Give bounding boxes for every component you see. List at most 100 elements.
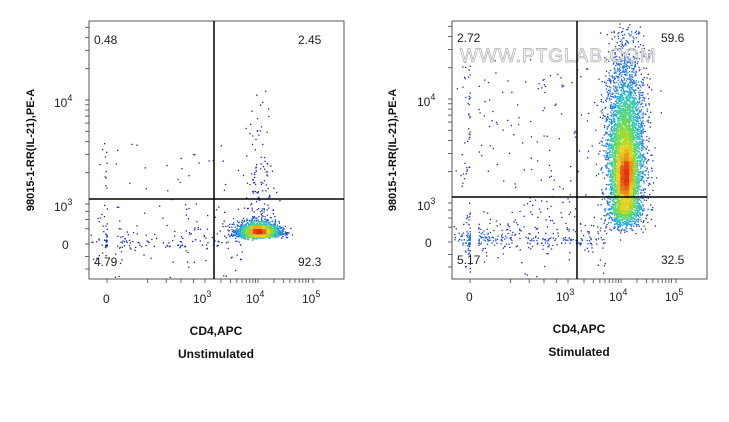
- event-dot: [264, 229, 266, 231]
- event-dot: [254, 224, 256, 226]
- event-dot: [643, 98, 645, 100]
- event-dot: [616, 228, 619, 230]
- event-dot: [543, 107, 546, 109]
- event-dot: [548, 164, 551, 166]
- event-dot: [628, 65, 630, 67]
- event-dot: [643, 160, 646, 162]
- event-dot: [536, 239, 538, 242]
- event-dot: [616, 98, 618, 100]
- event-dot: [634, 116, 637, 118]
- event-dot: [625, 80, 628, 82]
- event-dot: [620, 39, 623, 41]
- y-tick-1000-unstimulated: 103: [54, 197, 72, 214]
- event-dot: [627, 42, 630, 44]
- event-dot: [235, 240, 237, 243]
- event-dot: [253, 234, 255, 236]
- event-dot: [631, 74, 633, 76]
- event-dot: [634, 82, 636, 84]
- event-dot: [647, 221, 649, 224]
- event-dot: [224, 225, 227, 228]
- event-dot: [642, 231, 644, 233]
- event-dot: [468, 103, 470, 106]
- event-dot: [599, 230, 601, 232]
- event-dot: [98, 239, 100, 241]
- event-dot: [613, 103, 615, 105]
- event-dot: [586, 239, 588, 242]
- event-dot: [619, 223, 621, 225]
- event-dot: [619, 226, 622, 228]
- event-dot: [639, 211, 641, 214]
- event-dot: [480, 242, 483, 244]
- event-dot: [546, 253, 548, 255]
- event-dot: [610, 120, 613, 123]
- event-dot: [222, 223, 224, 225]
- event-dot: [638, 32, 641, 34]
- event-dot: [610, 144, 613, 146]
- event-dot: [467, 245, 469, 247]
- event-dot: [617, 77, 619, 79]
- event-dot: [105, 246, 107, 248]
- event-dot: [641, 159, 643, 161]
- event-dot: [610, 69, 612, 72]
- event-dot: [609, 78, 611, 80]
- event-dot: [621, 78, 623, 80]
- event-dot: [458, 240, 460, 242]
- event-dot: [467, 253, 469, 255]
- event-dot: [607, 93, 609, 95]
- event-dot: [610, 98, 612, 100]
- event-dot: [600, 140, 602, 142]
- event-dot: [236, 254, 238, 256]
- event-dot: [619, 220, 621, 222]
- event-dot: [556, 244, 558, 246]
- event-dot: [489, 232, 492, 234]
- event-dot: [640, 213, 642, 216]
- event-dot: [260, 223, 263, 225]
- event-dot: [260, 235, 262, 238]
- event-dot: [569, 242, 571, 244]
- event-dot: [281, 231, 283, 233]
- event-dot: [605, 84, 607, 86]
- event-dot: [271, 229, 273, 231]
- event-dot: [536, 243, 538, 245]
- event-dot: [544, 242, 546, 244]
- event-dot: [636, 225, 638, 228]
- event-dot: [642, 154, 644, 156]
- event-dot: [264, 229, 267, 232]
- event-dot: [637, 130, 639, 132]
- event-dot: [610, 174, 612, 176]
- event-dot: [637, 107, 639, 109]
- event-dot: [610, 140, 612, 142]
- event-dot: [641, 173, 643, 175]
- event-dot: [619, 239, 622, 241]
- event-dot: [154, 233, 156, 235]
- event-dot: [605, 164, 607, 167]
- event-dot: [628, 97, 630, 99]
- event-dot: [632, 82, 634, 84]
- event-dot: [560, 77, 562, 79]
- event-dot: [604, 115, 606, 117]
- event-dot: [642, 82, 645, 84]
- event-dot: [220, 145, 222, 147]
- event-dot: [614, 105, 616, 107]
- event-dot: [238, 225, 240, 228]
- event-dot: [247, 232, 249, 234]
- event-dot: [115, 253, 117, 255]
- event-dot: [617, 97, 620, 99]
- event-dot: [269, 236, 271, 238]
- event-dot: [167, 245, 169, 247]
- event-dot: [638, 134, 641, 137]
- event-dot: [620, 75, 622, 77]
- event-dot: [269, 227, 271, 229]
- event-dot: [468, 138, 470, 140]
- event-dot: [483, 233, 485, 236]
- event-dot: [579, 244, 581, 246]
- event-dot: [252, 226, 254, 228]
- event-dot: [177, 244, 179, 246]
- event-dot: [255, 235, 257, 238]
- event-dot: [236, 236, 238, 238]
- event-dot: [637, 202, 640, 204]
- event-dot: [245, 230, 247, 233]
- event-dot: [622, 37, 624, 39]
- event-dot: [526, 274, 528, 276]
- event-dot: [609, 89, 611, 91]
